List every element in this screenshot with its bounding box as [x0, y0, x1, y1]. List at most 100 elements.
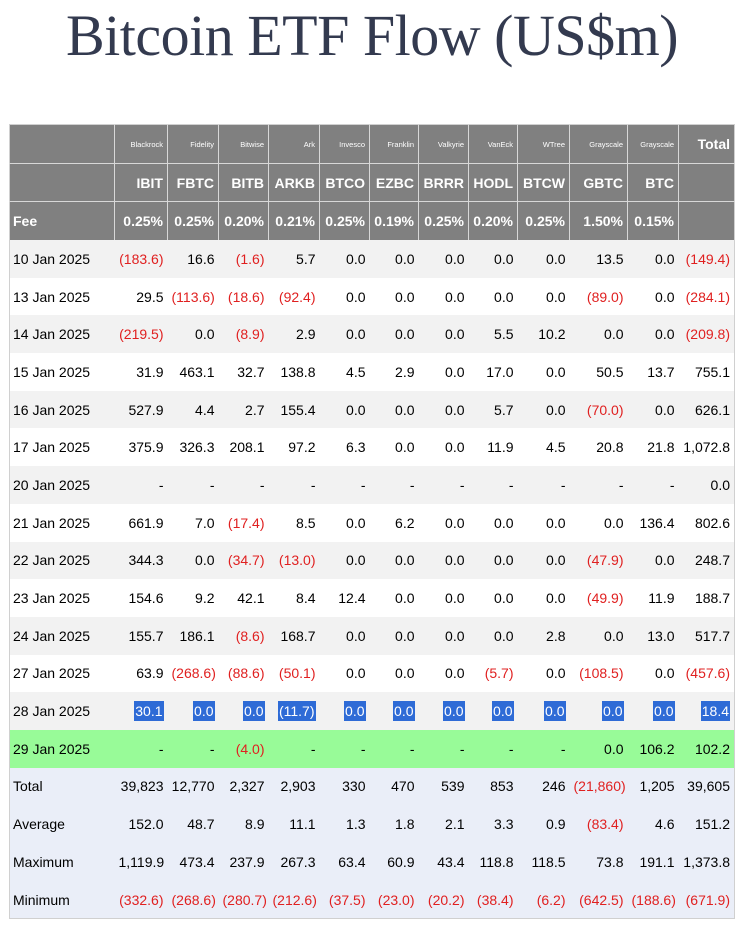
table-row: 21 Jan 2025 661.9 7.0 (17.4) 8.5 0.0 6.2 0.0 0.0…	[9, 503, 735, 542]
fee-cell: 0.15%	[627, 201, 679, 240]
issuer-header: Grayscale	[569, 124, 628, 164]
flow-cell: 0.0	[569, 616, 628, 655]
ticker-header-row: IBIT FBTC BITB ARKB BTCO EZBC BRRR HODL BTCW GBTC…	[9, 163, 735, 202]
row-total-cell: 0.0	[678, 466, 735, 504]
flow-cell: 0.0	[418, 390, 469, 429]
flow-cell: 0.0	[517, 353, 570, 391]
flow-cell: 0.0	[319, 240, 370, 278]
flow-cell: (219.5)	[114, 315, 168, 354]
flow-cell: 0.0	[517, 390, 570, 429]
flow-cell: (113.6)	[167, 277, 219, 316]
flow-cell: -	[167, 466, 219, 504]
flow-cell: 10.2	[517, 315, 570, 354]
row-date: Total	[9, 767, 115, 806]
flow-cell: 527.9	[114, 390, 168, 429]
row-total-cell: 151.2	[678, 805, 735, 843]
flow-cell: 473.4	[167, 843, 219, 881]
ticker-header: GBTC	[569, 163, 628, 202]
fee-cell: 0.25%	[418, 201, 469, 240]
ticker-header: ARKB	[268, 163, 320, 202]
flow-cell: 0.0	[517, 277, 570, 316]
ticker-header: HODL	[468, 163, 518, 202]
flow-cell: (108.5)	[569, 654, 628, 693]
flow-cell: 0.0	[369, 579, 419, 617]
flow-cell: -	[569, 466, 628, 504]
etf-flow-table: Blackrock Fidelity Bitwise Ark Invesco Frankl…	[9, 124, 735, 920]
flow-cell: (1.6)	[218, 240, 269, 278]
flow-cell: 0.0	[369, 616, 419, 655]
row-date: 16 Jan 2025	[9, 390, 115, 429]
row-date: Minimum	[9, 880, 115, 919]
flow-cell: 539	[418, 767, 469, 806]
flow-cell: (92.4)	[268, 277, 320, 316]
flow-cell: 0.0	[369, 277, 419, 316]
flow-cell: 0.0	[627, 277, 679, 316]
flow-cell: 0.0	[418, 240, 469, 278]
row-date: 29 Jan 2025	[9, 729, 115, 768]
flow-cell: 0.0	[627, 654, 679, 693]
flow-cell: -	[218, 466, 269, 504]
flow-cell: 6.2	[369, 503, 419, 542]
flow-cell: 13.5	[569, 240, 628, 278]
fee-total-empty	[678, 201, 735, 240]
flow-cell: 330	[319, 767, 370, 806]
flow-cell: 0.0	[319, 692, 370, 730]
flow-cell: (268.6)	[167, 654, 219, 693]
table-row: 13 Jan 2025 29.5 (113.6) (18.6) (92.4) 0.0 0.0…	[9, 277, 735, 316]
flow-cell: 0.0	[418, 692, 469, 730]
fee-cell: 0.19%	[369, 201, 419, 240]
highlighted-value: 0.0	[344, 701, 366, 722]
flow-cell: 136.4	[627, 503, 679, 542]
flow-cell: (47.9)	[569, 541, 628, 580]
flow-cell: 0.0	[517, 654, 570, 693]
row-total-cell: (457.6)	[678, 654, 735, 693]
flow-cell: 375.9	[114, 428, 168, 467]
flow-cell: -	[268, 466, 320, 504]
flow-cell: 2.8	[517, 616, 570, 655]
flow-cell: 118.5	[517, 843, 570, 881]
highlighted-value: 0.0	[544, 701, 566, 722]
flow-cell: 0.0	[627, 240, 679, 278]
flow-cell: 17.0	[468, 353, 518, 391]
flow-cell: (268.6)	[167, 880, 219, 919]
flow-cell: 11.9	[627, 579, 679, 617]
row-date: 15 Jan 2025	[9, 353, 115, 391]
fee-cell: 0.20%	[468, 201, 518, 240]
flow-cell: (17.4)	[218, 503, 269, 542]
flow-cell: 31.9	[114, 353, 168, 391]
table-row: 15 Jan 2025 31.9 463.1 32.7 138.8 4.5 2.9 0.0 17…	[9, 353, 735, 391]
flow-cell: (280.7)	[218, 880, 269, 919]
row-date: 22 Jan 2025	[9, 541, 115, 580]
flow-cell: (332.6)	[114, 880, 168, 919]
flow-cell: 0.0	[418, 616, 469, 655]
highlighted-value: 0.0	[393, 701, 415, 722]
flow-cell: (13.0)	[268, 541, 320, 580]
flow-cell: 97.2	[268, 428, 320, 467]
table-row: 22 Jan 2025 344.3 0.0 (34.7) (13.0) 0.0 0.0 0.0…	[9, 541, 735, 580]
flow-cell: 0.0	[418, 579, 469, 617]
row-total-cell: (149.4)	[678, 240, 735, 278]
flow-cell: -	[418, 729, 469, 768]
issuer-header: Invesco	[319, 124, 370, 164]
flow-cell: 0.0	[167, 315, 219, 354]
row-date: 10 Jan 2025	[9, 240, 115, 278]
issuer-header: VanEck	[468, 124, 518, 164]
flow-cell: 168.7	[268, 616, 320, 655]
flow-cell: 16.6	[167, 240, 219, 278]
flow-cell: 0.0	[569, 315, 628, 354]
flow-cell: 39,823	[114, 767, 168, 806]
flow-cell: 4.5	[517, 428, 570, 467]
flow-cell: 0.0	[468, 579, 518, 617]
total-header: Total	[678, 124, 735, 164]
issuer-header-empty	[9, 124, 115, 164]
issuer-header: Franklin	[369, 124, 419, 164]
flow-cell: 0.0	[369, 390, 419, 429]
page-title: Bitcoin ETF Flow (US$m)	[65, 3, 679, 68]
flow-cell: 21.8	[627, 428, 679, 467]
row-date: 28 Jan 2025	[9, 692, 115, 730]
flow-cell: 853	[468, 767, 518, 806]
highlighted-value: 30.1	[134, 701, 164, 722]
flow-cell: 0.0	[627, 541, 679, 580]
flow-cell: 152.0	[114, 805, 168, 843]
flow-cell: -	[268, 729, 320, 768]
